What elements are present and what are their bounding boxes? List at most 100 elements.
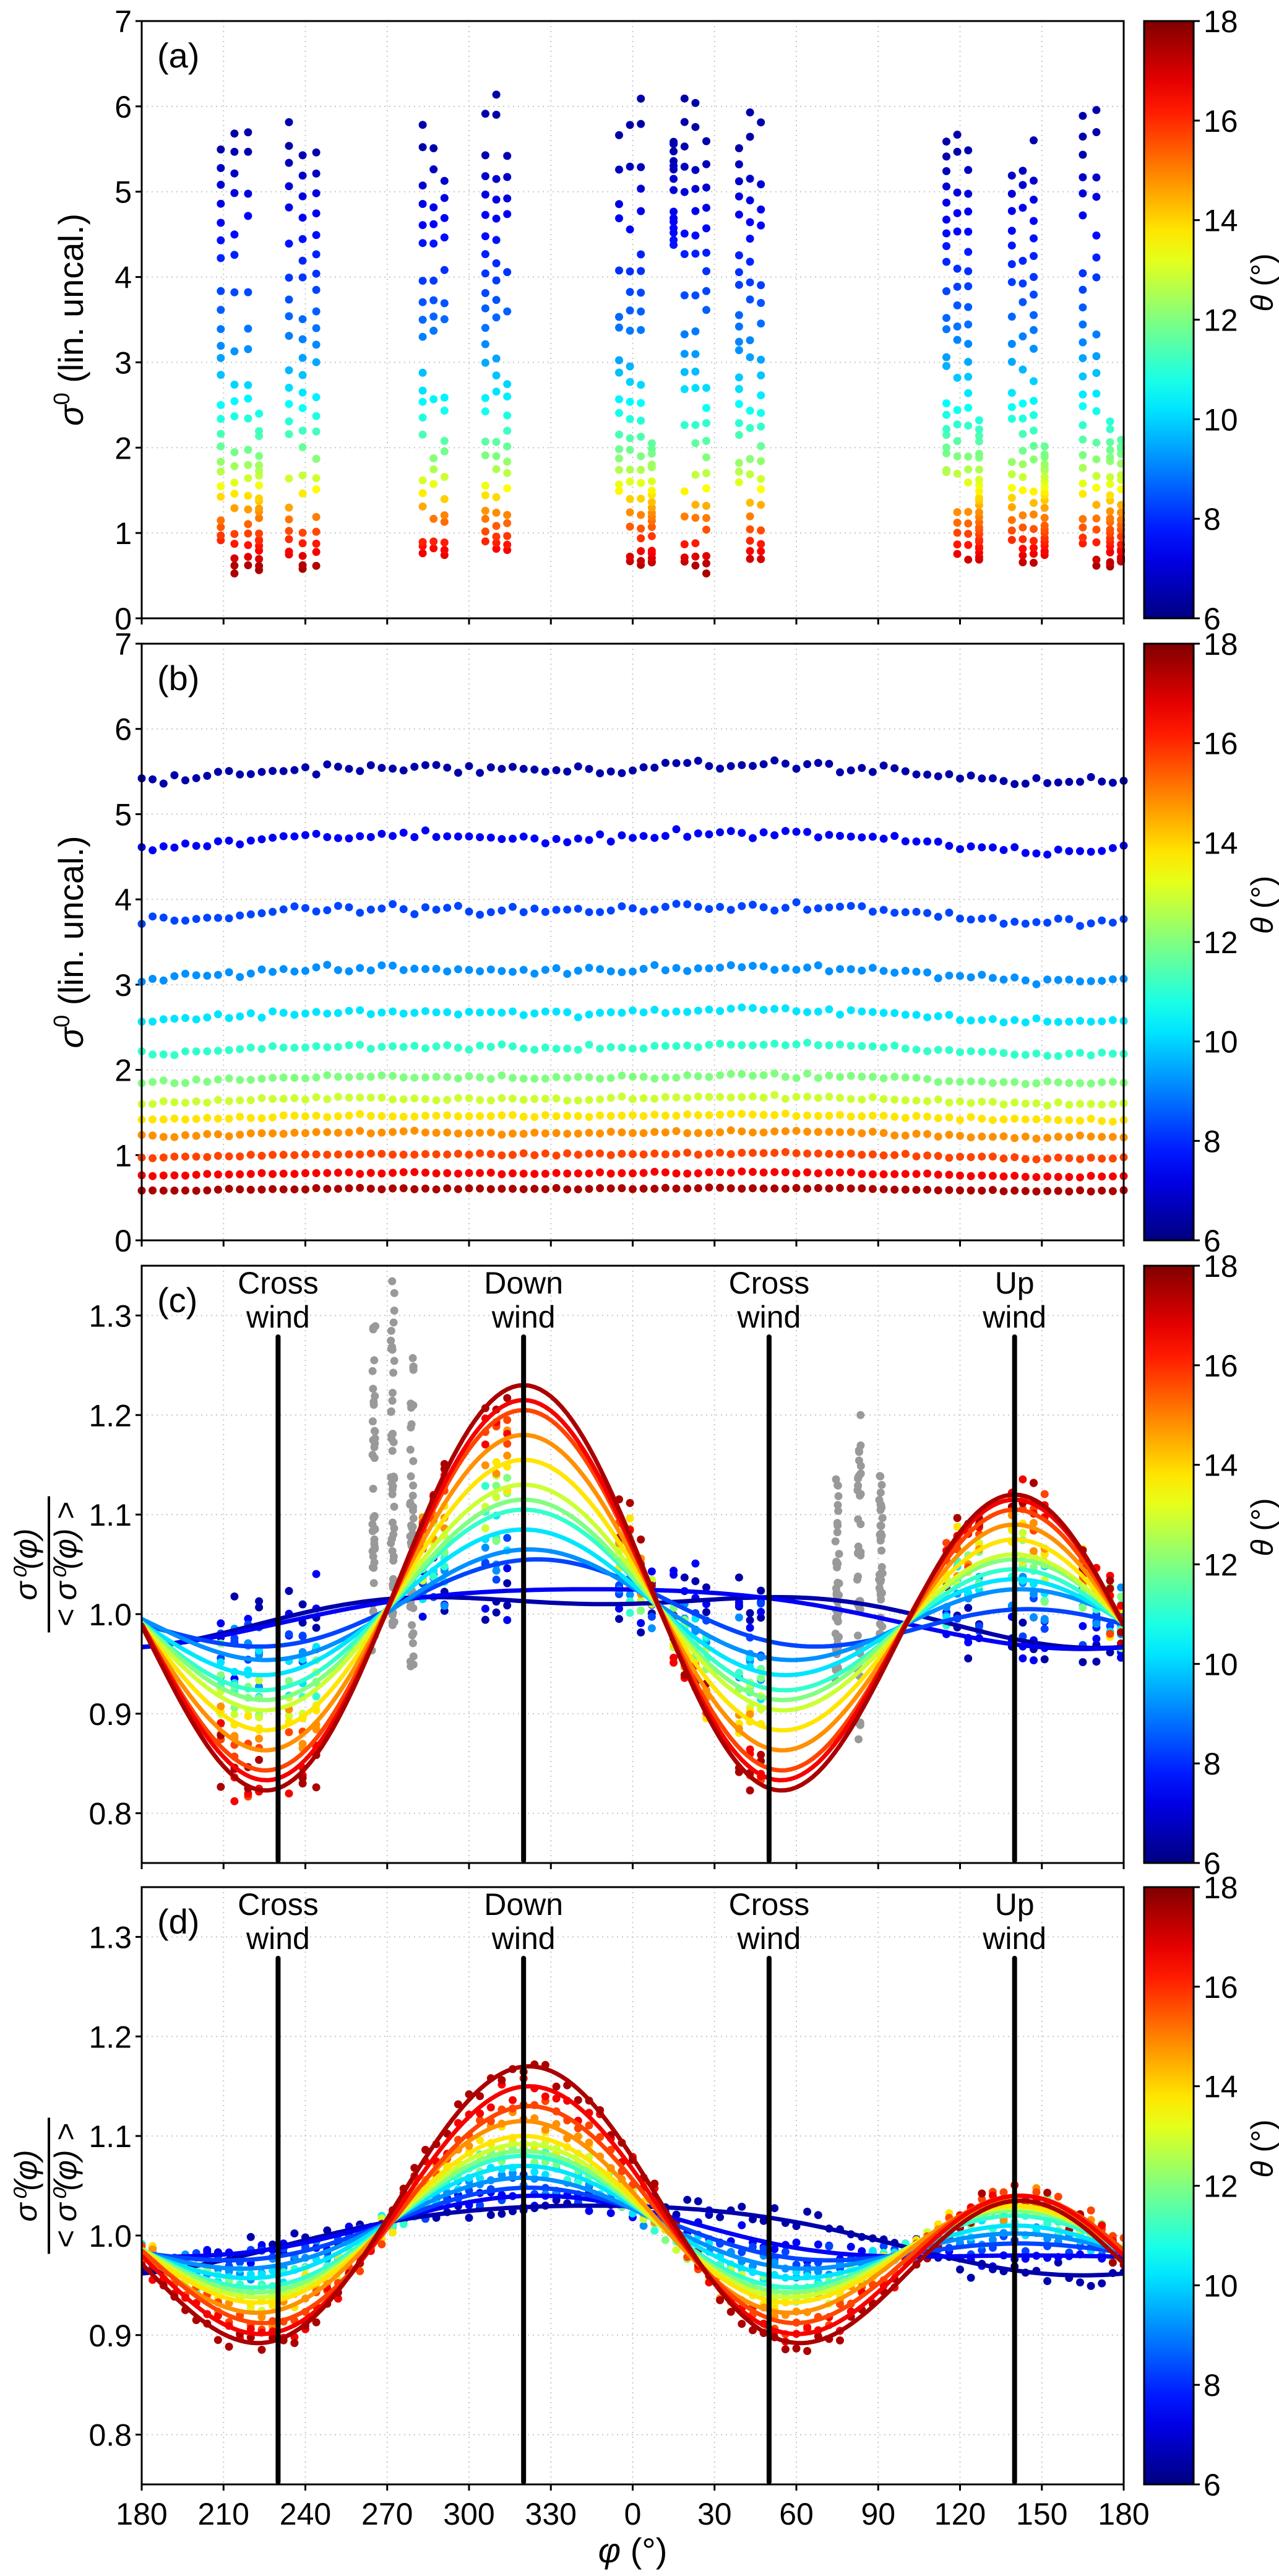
data-point [225, 2343, 233, 2351]
gray-point [388, 1618, 397, 1627]
data-point [964, 358, 973, 366]
gray-point [877, 1501, 885, 1510]
data-point [476, 1169, 484, 1177]
data-point [217, 1702, 225, 1711]
colorbar-tick-label: 10 [1204, 2268, 1238, 2303]
data-point [1087, 1051, 1095, 1060]
data-point [312, 1042, 321, 1050]
data-point [285, 312, 293, 321]
data-point [574, 1112, 582, 1120]
data-point [626, 495, 634, 503]
data-point [377, 1149, 386, 1158]
data-point [626, 446, 634, 454]
data-point [1079, 534, 1087, 542]
data-point [1087, 1115, 1095, 1123]
data-point [492, 538, 501, 547]
data-point [443, 1184, 452, 1193]
data-point [1030, 426, 1038, 435]
data-point [356, 767, 364, 776]
data-point [312, 1570, 321, 1578]
data-point [953, 373, 962, 382]
data-point [1087, 1018, 1095, 1026]
data-point [999, 1048, 1008, 1057]
data-point [967, 842, 975, 850]
data-point [159, 914, 168, 922]
data-point [846, 1128, 855, 1136]
data-point [1010, 917, 1019, 926]
data-point [978, 1114, 986, 1123]
data-point [159, 842, 168, 850]
data-point [1098, 1186, 1106, 1195]
data-point [705, 1183, 713, 1192]
data-point [285, 366, 293, 374]
data-point [637, 288, 645, 297]
data-point [225, 1097, 233, 1105]
data-point [230, 530, 239, 538]
data-point [530, 1045, 539, 1054]
data-point [749, 1004, 757, 1013]
wind-marker-label: Cross [238, 1887, 319, 1922]
data-point [312, 427, 321, 436]
data-point [1040, 460, 1049, 469]
data-point [647, 439, 656, 447]
series-theta-14.8 [137, 1126, 1128, 1143]
data-point [429, 165, 438, 174]
data-point [530, 1009, 539, 1018]
data-point [749, 762, 757, 770]
data-point [159, 1153, 168, 1162]
data-point [967, 1172, 975, 1180]
data-point [691, 561, 700, 570]
data-point [858, 1042, 866, 1050]
data-point [988, 1152, 997, 1161]
data-point [1032, 1079, 1041, 1087]
data-point [181, 1186, 189, 1195]
y-axis-title-denominator: < σ⁰(φ) > [48, 2123, 83, 2248]
data-point [149, 1050, 157, 1059]
y-tick-label: 1 [114, 1138, 132, 1173]
data-point [1018, 332, 1027, 340]
data-point [170, 1051, 179, 1060]
data-point [746, 470, 754, 478]
data-point [691, 291, 700, 300]
data-point [1032, 1014, 1041, 1022]
colorbar-tick-label: 16 [1204, 1970, 1238, 2005]
data-point [1030, 510, 1038, 519]
data-point [661, 966, 670, 975]
data-point [964, 340, 973, 348]
data-point [1018, 473, 1027, 482]
gray-point [369, 1385, 377, 1393]
data-point [975, 465, 983, 474]
data-point [1030, 196, 1038, 204]
data-point [596, 830, 605, 839]
data-point [637, 381, 645, 389]
gray-point [409, 1365, 418, 1374]
data-point [691, 249, 700, 258]
data-point [312, 1725, 321, 1734]
y-tick-label: 1.3 [88, 1299, 132, 1333]
data-point [814, 1074, 822, 1083]
data-point [746, 108, 754, 117]
data-point [465, 966, 473, 974]
data-point [956, 972, 964, 980]
data-point [159, 1186, 168, 1195]
data-point [814, 904, 822, 912]
data-point [246, 1129, 255, 1138]
gray-point [371, 1525, 379, 1534]
data-point [366, 1185, 375, 1193]
data-point [615, 430, 623, 439]
data-point [956, 1171, 964, 1180]
data-point [563, 970, 572, 978]
data-point [230, 490, 239, 498]
data-point [481, 172, 489, 181]
data-point [486, 908, 495, 917]
data-point [691, 501, 700, 509]
data-point [149, 912, 157, 921]
data-point [552, 1184, 561, 1192]
data-point [574, 834, 582, 843]
data-point [734, 459, 743, 467]
data-point [1087, 847, 1095, 856]
colorbar-tick-label: 16 [1204, 104, 1238, 139]
colorbar-tick-label: 14 [1204, 826, 1238, 860]
data-point [509, 1094, 517, 1103]
gray-point [387, 1336, 395, 1345]
